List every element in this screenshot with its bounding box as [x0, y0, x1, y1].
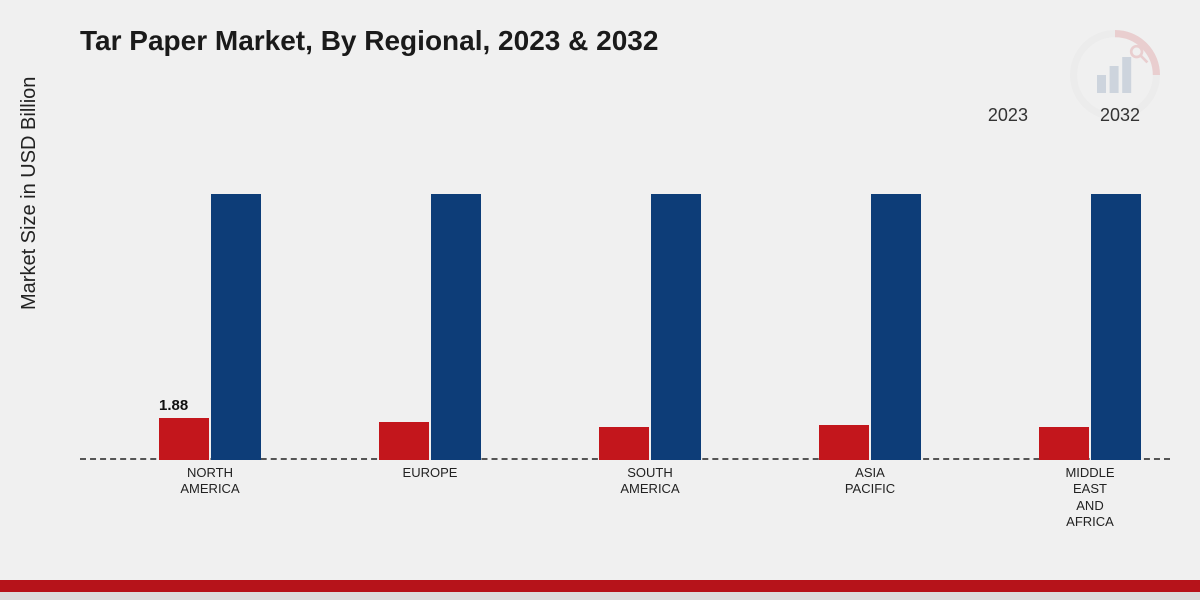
- y-axis-label: Market Size in USD Billion: [18, 77, 41, 310]
- x-label-asia-pacific: ASIA PACIFIC: [845, 465, 895, 498]
- legend-label-2023: 2023: [988, 105, 1028, 126]
- bar-north-america-2032: [211, 194, 261, 460]
- x-label-europe: EUROPE: [403, 465, 458, 481]
- bar-south-america-2023: [599, 427, 649, 460]
- bar-group-south-america: [599, 194, 701, 460]
- bar-europe-2032: [431, 194, 481, 460]
- chart-title: Tar Paper Market, By Regional, 2023 & 20…: [80, 25, 658, 57]
- bar-north-america-2023: [159, 418, 209, 460]
- bar-europe-2023: [379, 422, 429, 460]
- legend: 2023 2032: [946, 105, 1140, 126]
- bar-asia-pacific-2032: [871, 194, 921, 460]
- legend-swatch-2032: [1058, 108, 1090, 124]
- bar-group-north-america: 1.88: [159, 194, 261, 460]
- bar-value-label-north-america: 1.88: [159, 397, 188, 414]
- bar-south-america-2032: [651, 194, 701, 460]
- footer-stripe-red: [0, 580, 1200, 592]
- chart-container: Tar Paper Market, By Regional, 2023 & 20…: [0, 0, 1200, 580]
- x-label-south-america: SOUTH AMERICA: [620, 465, 679, 498]
- bar-mea-2032: [1091, 194, 1141, 460]
- footer-stripe-grey: [0, 592, 1200, 600]
- bar-asia-pacific-2023: [819, 425, 869, 460]
- plot-area: 1.88: [80, 150, 1170, 460]
- legend-item-2023: 2023: [946, 105, 1028, 126]
- legend-swatch-2023: [946, 108, 978, 124]
- bar-group-europe: [379, 194, 481, 460]
- x-label-north-america: NORTH AMERICA: [180, 465, 239, 498]
- x-label-mea: MIDDLE EAST AND AFRICA: [1065, 465, 1114, 530]
- legend-item-2032: 2032: [1058, 105, 1140, 126]
- bar-mea-2023: [1039, 427, 1089, 460]
- bar-group-asia-pacific: [819, 194, 921, 460]
- bar-group-mea: [1039, 194, 1141, 460]
- legend-label-2032: 2032: [1100, 105, 1140, 126]
